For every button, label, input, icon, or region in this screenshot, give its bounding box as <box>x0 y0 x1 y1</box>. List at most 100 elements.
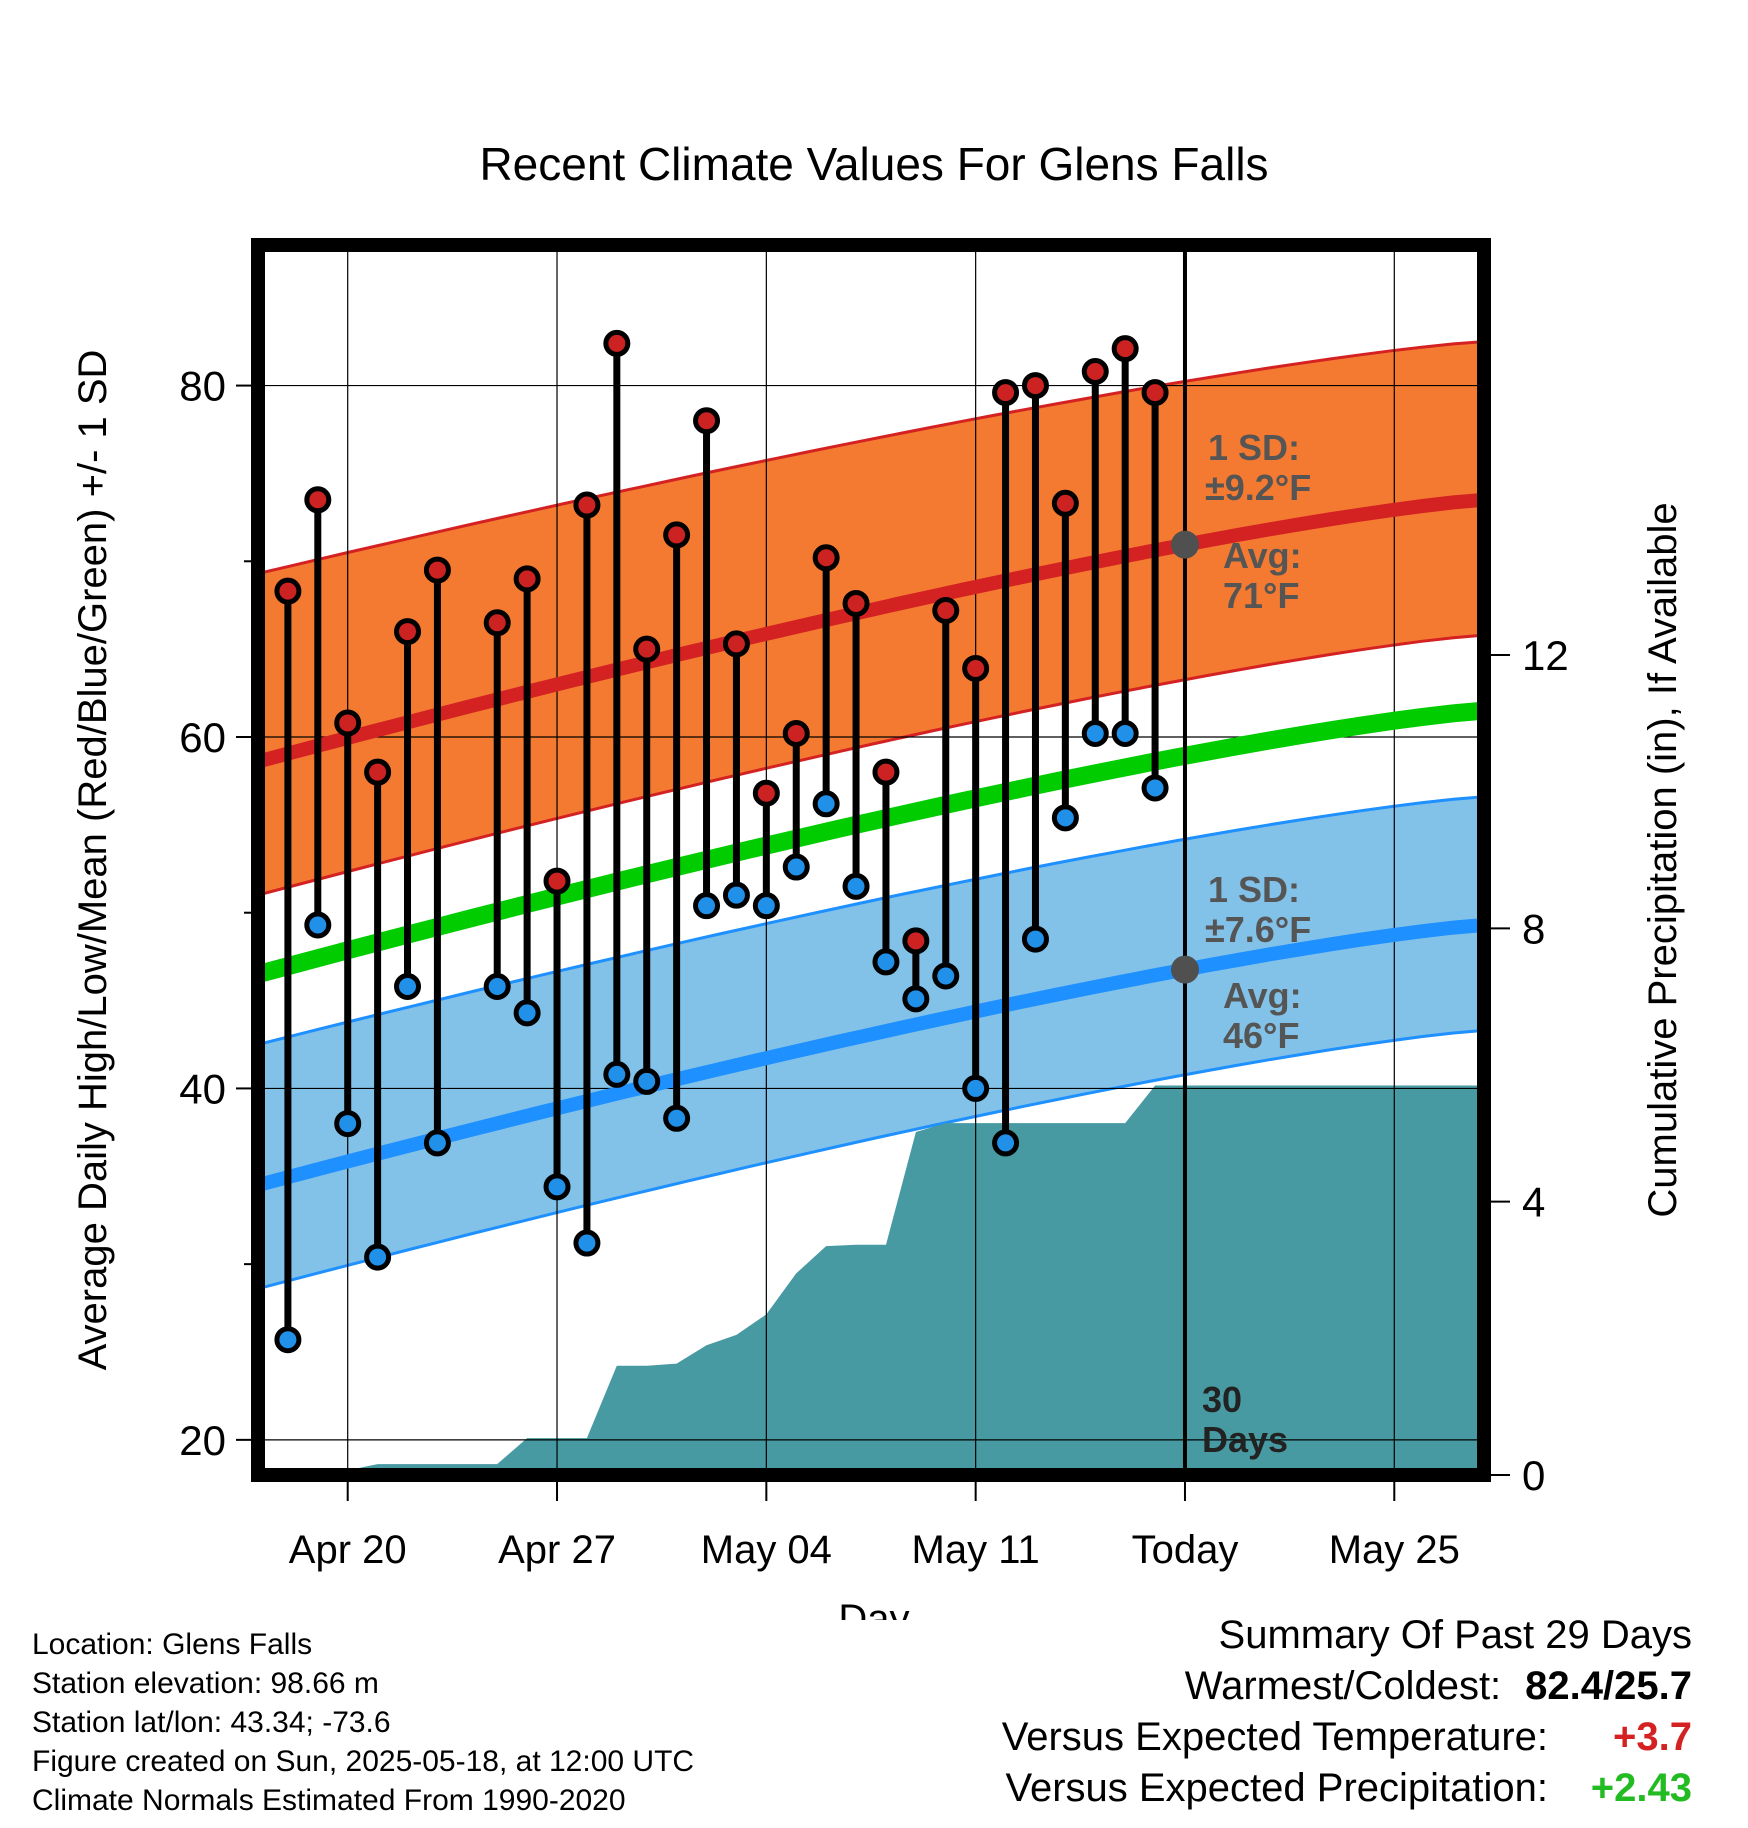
low-avg-annotation: Avg: 46°F <box>1223 975 1302 1056</box>
x-tick-label: Apr 27 <box>498 1528 616 1572</box>
daily-low-point <box>274 1326 302 1354</box>
precip-row: Versus Expected Precipitation: +2.43 <box>1002 1763 1692 1814</box>
daily-high-point <box>812 544 840 572</box>
daily-low-point <box>543 1173 571 1201</box>
temp-row: Versus Expected Temperature: +3.7 <box>1002 1712 1692 1763</box>
high-avg-label: Avg: <box>1223 535 1302 576</box>
daily-low-point <box>1021 925 1049 953</box>
days-label: Days <box>1202 1419 1288 1460</box>
y-tick-label: 80 <box>179 363 226 410</box>
daily-high-point <box>394 618 422 646</box>
warm-cold-label: Warmest/Coldest: <box>1184 1664 1502 1708</box>
daily-low-point <box>752 892 780 920</box>
daily-high-point <box>693 407 721 435</box>
daily-low-point <box>872 948 900 976</box>
y2-tick-label: 8 <box>1522 905 1545 952</box>
high-normal-line <box>256 492 1485 769</box>
daily-low-point <box>902 985 930 1013</box>
precip-label: Versus Expected Precipitation: <box>1005 1766 1548 1810</box>
daily-high-point <box>423 556 451 584</box>
y-axis-label: Average Daily High/Low/Mean (Red/Blue/Gr… <box>71 350 115 1371</box>
today-low-normal-marker <box>1170 955 1199 984</box>
daily-high-point <box>543 867 571 895</box>
daily-low-point <box>1051 804 1079 832</box>
daily-low-point <box>394 973 422 1001</box>
daily-high-point <box>902 927 930 955</box>
latlon-text: Station lat/lon: 43.34; -73.6 <box>32 1706 391 1739</box>
low-avg-label: Avg: <box>1223 975 1302 1016</box>
daily-high-point <box>1051 489 1079 517</box>
station-info: Location: Glens Falls Station elevation:… <box>32 1625 694 1820</box>
daily-low-point <box>334 1110 362 1138</box>
daily-high-point <box>932 596 960 624</box>
temp-value: +3.7 <box>1613 1715 1692 1759</box>
location-text: Location: Glens Falls <box>32 1628 313 1661</box>
low-normal-band <box>258 796 1484 1289</box>
low-upper-sd-line <box>257 795 1485 1046</box>
daily-high-point <box>1081 358 1109 386</box>
high-lower-sd-line <box>257 633 1485 897</box>
y2-tick-label: 4 <box>1522 1179 1545 1226</box>
x-tick-label: May 11 <box>912 1528 1040 1572</box>
daily-high-point <box>752 779 780 807</box>
daily-low-point <box>573 1229 601 1257</box>
daily-high-point <box>1111 335 1139 363</box>
daily-low-point <box>693 892 721 920</box>
climate-chart: Recent Climate Values For Glens Falls 20… <box>71 138 1685 1620</box>
x-tick-label: May 04 <box>701 1528 832 1572</box>
high-avg-annotation: Avg: 71°F <box>1223 535 1302 616</box>
created-text: Figure created on Sun, 2025-05-18, at 12… <box>32 1745 695 1778</box>
high-sd-value: ±9.2°F <box>1205 467 1311 508</box>
daily-high-point <box>842 589 870 617</box>
high-avg-value: 71°F <box>1223 575 1299 616</box>
daily-low-point <box>1111 719 1139 747</box>
daily-high-point <box>633 635 661 663</box>
elevation-text: Station elevation: 98.66 m <box>32 1667 379 1700</box>
y2-tick-label: 0 <box>1522 1452 1545 1499</box>
daily-high-point <box>663 521 691 549</box>
daily-high-point <box>962 654 990 682</box>
daily-low-point <box>812 790 840 818</box>
low-sd-annotation: 1 SD: ±7.6°F <box>1205 869 1311 950</box>
daily-low-point <box>1141 774 1169 802</box>
daily-high-point <box>274 577 302 605</box>
y2-axis-label: Cumulative Precipitation (in), If Availa… <box>1641 502 1685 1217</box>
high-sd-label: 1 SD: <box>1208 427 1300 468</box>
high-normal-band <box>258 341 1484 896</box>
daily-high-point <box>573 491 601 519</box>
mean-normal-line <box>255 701 1485 983</box>
daily-low-point <box>992 1129 1020 1157</box>
daily-high-point <box>722 630 750 658</box>
days-count: 30 <box>1202 1379 1242 1420</box>
x-axis-label: Day <box>838 1597 909 1620</box>
daily-low-point <box>364 1243 392 1271</box>
x-tick-label: Today <box>1132 1528 1239 1572</box>
x-tick-label: Apr 20 <box>289 1528 407 1572</box>
y2-tick-label: 12 <box>1522 632 1569 679</box>
daily-high-point <box>603 329 631 357</box>
days-annotation: 30 Days <box>1202 1379 1288 1460</box>
daily-high-point <box>334 709 362 737</box>
daily-low-point <box>513 999 541 1027</box>
daily-high-point <box>304 486 332 514</box>
low-lower-sd-line <box>257 1028 1485 1291</box>
daily-low-point <box>962 1074 990 1102</box>
temp-label: Versus Expected Temperature: <box>1001 1715 1548 1759</box>
precip-value: +2.43 <box>1590 1766 1692 1810</box>
high-upper-sd-line <box>257 340 1485 576</box>
daily-low-point <box>483 973 511 1001</box>
daily-low-point <box>633 1067 661 1095</box>
low-normal-line <box>256 918 1485 1192</box>
plot-area: 20 40 60 80 0 4 8 12 Apr 20 Apr 27 May 04 May 11 Tod… <box>179 238 1569 1572</box>
daily-high-point <box>483 609 511 637</box>
daily-low-point <box>603 1060 631 1088</box>
chart-title: Recent Climate Values For Glens Falls <box>479 138 1268 190</box>
daily-high-point <box>992 379 1020 407</box>
y-tick-label: 60 <box>179 714 226 761</box>
precipitation-area <box>258 1085 1484 1475</box>
warm-cold-value: 82.4/25.7 <box>1525 1664 1692 1708</box>
low-sd-value: ±7.6°F <box>1205 909 1311 950</box>
daily-low-point <box>1081 719 1109 747</box>
low-sd-label: 1 SD: <box>1208 869 1300 910</box>
summary-panel: Summary Of Past 29 Days Warmest/Coldest:… <box>1002 1610 1692 1814</box>
